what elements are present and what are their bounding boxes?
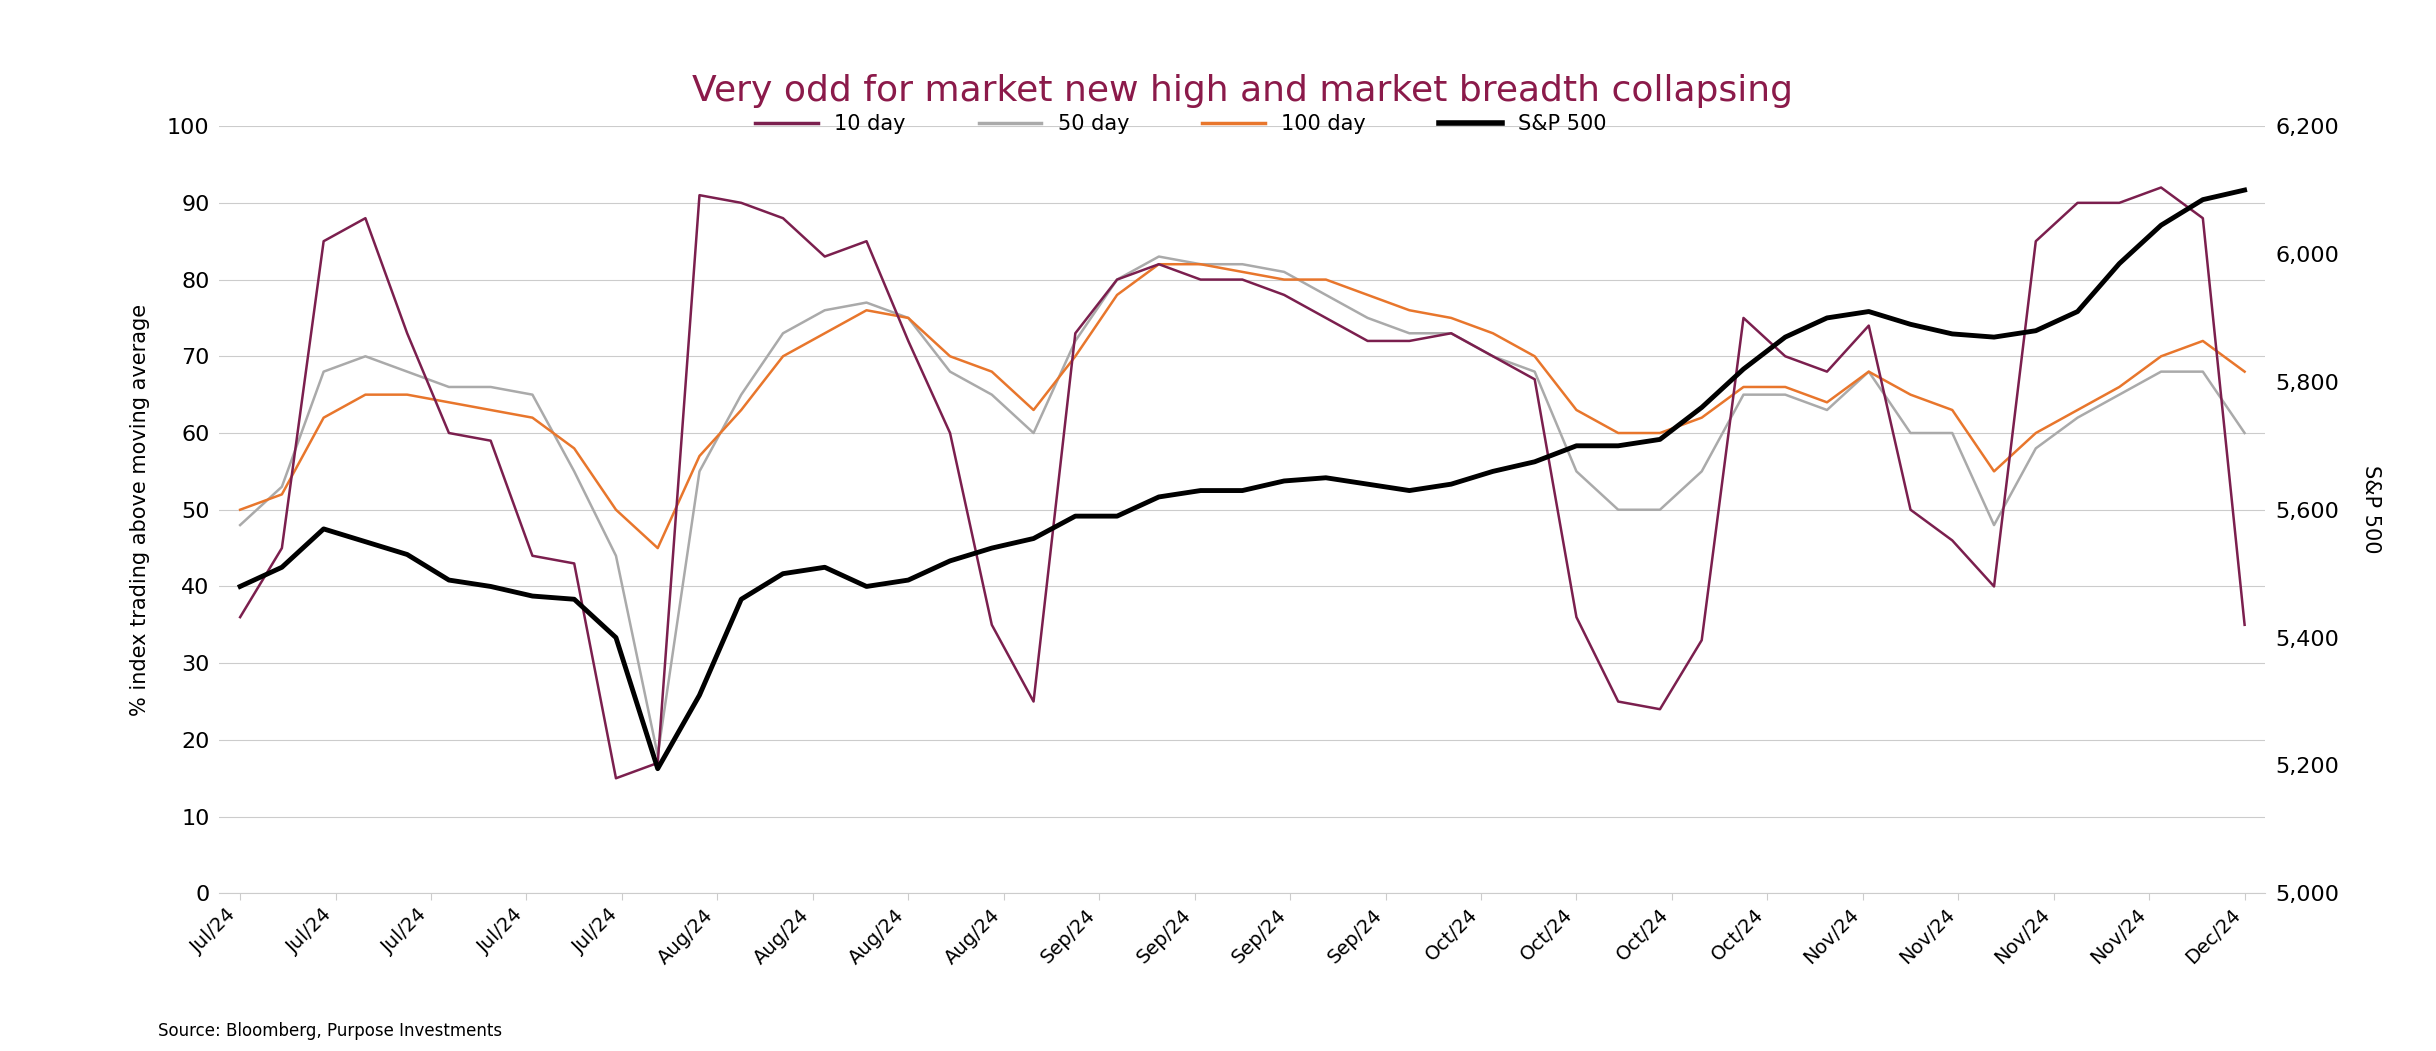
Y-axis label: S&P 500: S&P 500 [2360,466,2382,554]
Text: Source: Bloomberg, Purpose Investments: Source: Bloomberg, Purpose Investments [158,1023,502,1040]
Y-axis label: % index trading above moving average: % index trading above moving average [129,304,151,716]
Legend: 10 day, 50 day, 100 day, S&P 500: 10 day, 50 day, 100 day, S&P 500 [748,106,1615,143]
Title: Very odd for market new high and market breadth collapsing: Very odd for market new high and market … [692,75,1793,108]
